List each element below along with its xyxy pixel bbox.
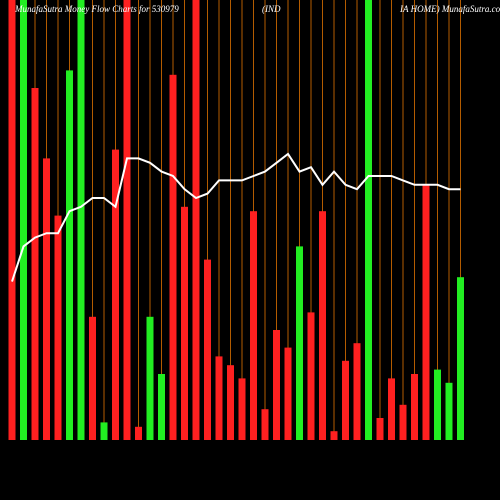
plot <box>8 0 464 441</box>
chart-title: IA HOME) MunafaSutra.com <box>399 4 500 14</box>
bar <box>169 74 177 441</box>
bar <box>123 0 131 440</box>
bar <box>376 418 384 440</box>
bar <box>388 378 395 440</box>
bar <box>215 356 223 440</box>
bar <box>238 378 246 440</box>
bar <box>399 404 407 440</box>
bar <box>204 259 211 440</box>
chart-title: MunafaSutra Money Flow Charts for 530979 <box>14 4 179 14</box>
money-flow-line <box>11 152 461 282</box>
bar <box>365 0 372 440</box>
bar <box>445 382 453 440</box>
bar <box>411 374 418 440</box>
bar <box>457 277 464 440</box>
bar <box>422 184 430 440</box>
bar <box>342 360 349 440</box>
bar <box>66 70 73 441</box>
bar <box>8 0 16 440</box>
bar <box>181 206 188 440</box>
bar <box>261 409 269 440</box>
bar <box>307 312 315 440</box>
bar <box>77 0 85 440</box>
bar <box>20 0 27 440</box>
chart-title: (IND <box>262 4 281 14</box>
bar <box>112 149 119 440</box>
bar <box>250 211 257 440</box>
bar <box>31 88 39 440</box>
bar <box>296 246 303 440</box>
bar <box>146 316 154 440</box>
bar <box>227 365 234 440</box>
bar <box>158 374 165 440</box>
bar <box>192 0 200 440</box>
bar <box>330 431 338 440</box>
bar <box>43 158 50 440</box>
bar <box>89 316 96 440</box>
bar <box>54 215 62 440</box>
bar <box>273 330 280 440</box>
bar <box>100 422 108 440</box>
bar <box>284 347 292 440</box>
bar <box>434 369 441 440</box>
bar <box>319 211 326 440</box>
bar <box>135 426 142 440</box>
bar <box>353 343 361 440</box>
